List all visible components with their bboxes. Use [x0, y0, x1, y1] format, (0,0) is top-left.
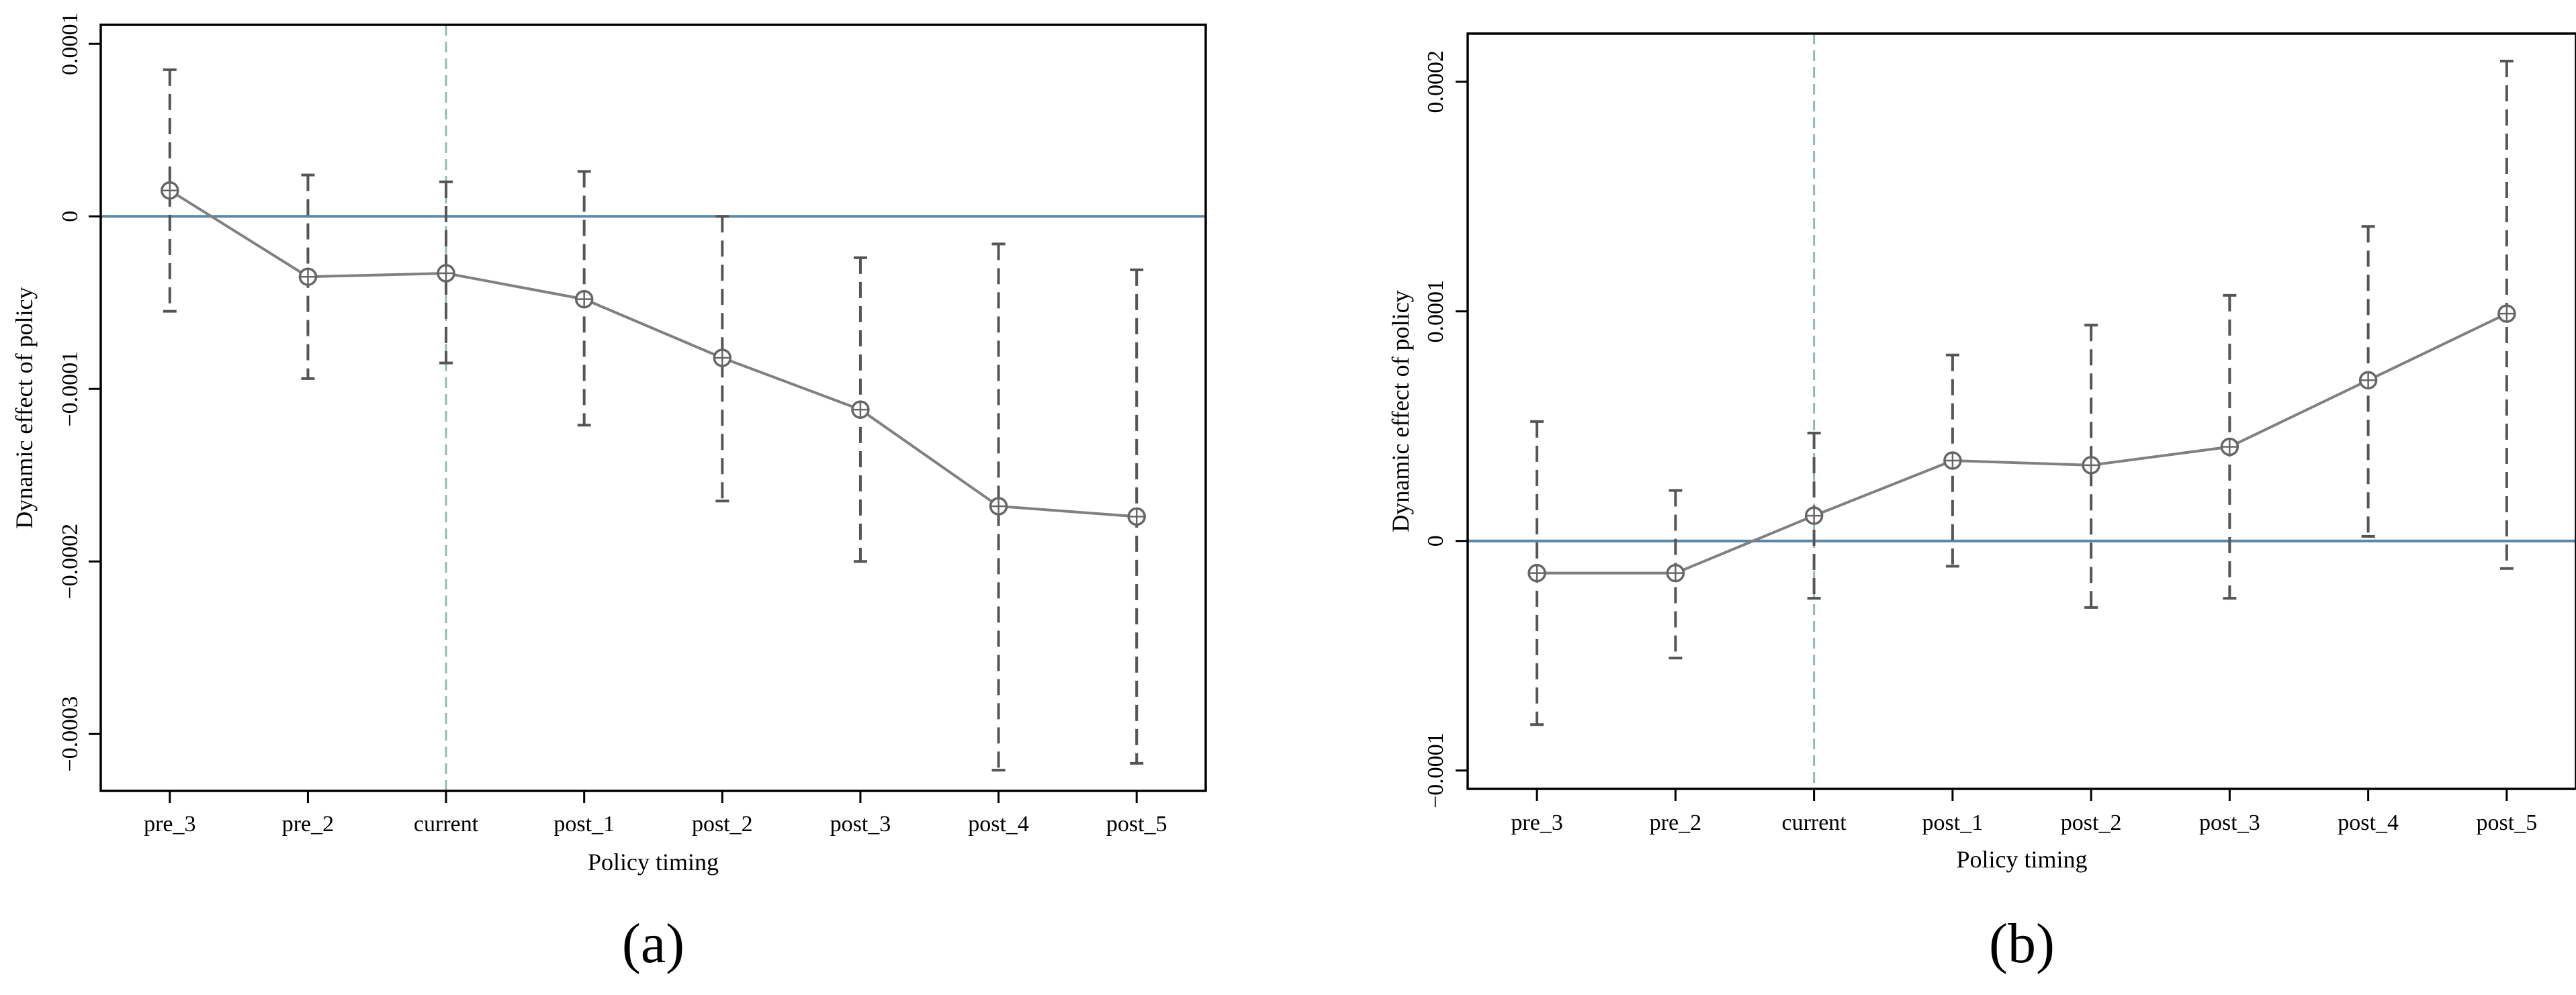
x-tick-label: current: [414, 812, 479, 837]
x-tick-label: post_3: [2199, 810, 2260, 835]
x-tick-label: post_2: [692, 812, 753, 837]
x-tick-label: pre_2: [1650, 810, 1701, 835]
plot-frame: [1466, 32, 2576, 790]
panel-label: (b): [1989, 912, 2055, 975]
y-tick-label: 0.0002: [1423, 50, 1448, 113]
plot-frame: [99, 23, 1207, 792]
x-tick-label: pre_2: [282, 812, 334, 837]
y-axis-title: Dynamic effect of policy: [1387, 290, 1414, 532]
x-axis-title: Policy timing: [588, 849, 719, 875]
x-tick-label: post_2: [2061, 810, 2122, 835]
x-tick-label: post_4: [968, 812, 1029, 837]
y-tick-label: −0.0002: [58, 524, 83, 600]
y-tick-label: −0.0003: [58, 696, 83, 772]
x-axis-title: Policy timing: [1956, 846, 2087, 873]
estimate-line: [169, 189, 1137, 518]
y-tick-label: −0.0001: [1423, 732, 1448, 808]
x-tick-label: post_3: [830, 812, 891, 837]
panel-label: (a): [622, 912, 684, 975]
x-tick-label: post_5: [1106, 812, 1167, 837]
x-tick-label: post_1: [1922, 810, 1984, 835]
x-tick-label: post_4: [2338, 810, 2399, 835]
x-tick-label: post_5: [2477, 810, 2538, 835]
event-study-chart-a: pre_3 pre_2 current post_1 post_2 post_3 post_…: [11, 13, 1207, 975]
y-tick-label: 0: [58, 211, 83, 222]
chart-panel-a: pre_3 pre_2 current post_1 post_2 post_3 post_…: [0, 0, 1223, 995]
y-tick-label: 0: [1423, 535, 1448, 547]
estimate-line: [1537, 312, 2507, 575]
chart-panel-b: pre_3 pre_2 current post_1 post_2 post_3 post_…: [1384, 0, 2576, 995]
y-tick-label: 0.0001: [1423, 280, 1448, 343]
y-tick-label: −0.0001: [58, 351, 83, 427]
x-tick-label: current: [1781, 810, 1847, 835]
x-tick-label: post_1: [553, 812, 615, 837]
x-tick-label: pre_3: [144, 812, 195, 837]
x-tick-label: pre_3: [1511, 810, 1562, 835]
y-axis-title: Dynamic effect of policy: [11, 287, 38, 528]
event-study-chart-b: pre_3 pre_2 current post_1 post_2 post_3 post_…: [1387, 32, 2576, 975]
y-tick-label: 0.0001: [58, 13, 83, 76]
